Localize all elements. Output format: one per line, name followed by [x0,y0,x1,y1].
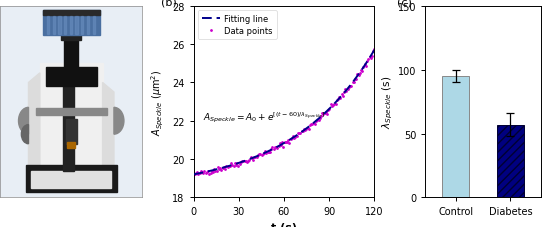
Bar [63,79,74,171]
Bar [497,125,524,197]
Bar [66,119,77,144]
Bar [26,165,117,192]
Bar [43,11,100,35]
Y-axis label: $\lambda_{Speckle}$ (s): $\lambda_{Speckle}$ (s) [381,76,395,129]
Line: Data points: Data points [192,49,376,176]
Data points [293,135,300,138]
Fitting line [237,161,244,164]
Bar [442,77,470,197]
Line: Fitting line: Fitting line [194,51,375,175]
Fitting line [272,147,278,149]
Wedge shape [21,125,28,144]
Bar [58,17,61,35]
Bar [45,68,97,87]
Bar [64,37,78,72]
Bar [53,17,55,35]
Text: (c): (c) [397,0,412,7]
Bar [64,17,66,35]
Fitting line [191,173,197,176]
Fitting line [222,166,229,168]
Text: $A_{Speckle}= A_0 + e^{[(t-60)/\lambda_{Speckle}]}$: $A_{Speckle}= A_0 + e^{[(t-60)/\lambda_{… [203,110,325,125]
Wedge shape [114,108,124,135]
Bar [70,17,72,35]
Data points [317,117,323,120]
Bar [67,142,75,148]
Bar [43,11,100,16]
Data points [286,142,293,144]
Text: (b): (b) [161,0,177,7]
Polygon shape [28,74,40,169]
Data points [341,91,347,94]
Wedge shape [19,108,28,135]
Bar [75,17,78,35]
Fitting line [311,121,318,124]
Bar [87,17,89,35]
Data points [191,173,197,175]
Fitting line [297,132,304,135]
Legend: Fitting line, Data points: Fitting line, Data points [198,11,277,40]
Polygon shape [103,83,114,169]
Bar [40,64,103,169]
Data points [192,173,198,176]
Bar [31,171,111,188]
Data points [263,152,270,154]
Y-axis label: $A_{Speckle}$ ($\mu$m$^2$): $A_{Speckle}$ ($\mu$m$^2$) [150,69,167,135]
X-axis label: t (s): t (s) [271,222,297,227]
Bar [93,17,94,35]
Fitting line [327,108,333,110]
Bar [61,34,81,41]
Data points [371,49,378,52]
Data points [251,156,258,158]
Bar [35,109,107,116]
Bar [47,17,49,35]
Bar [81,17,84,35]
Fitting line [371,49,378,52]
